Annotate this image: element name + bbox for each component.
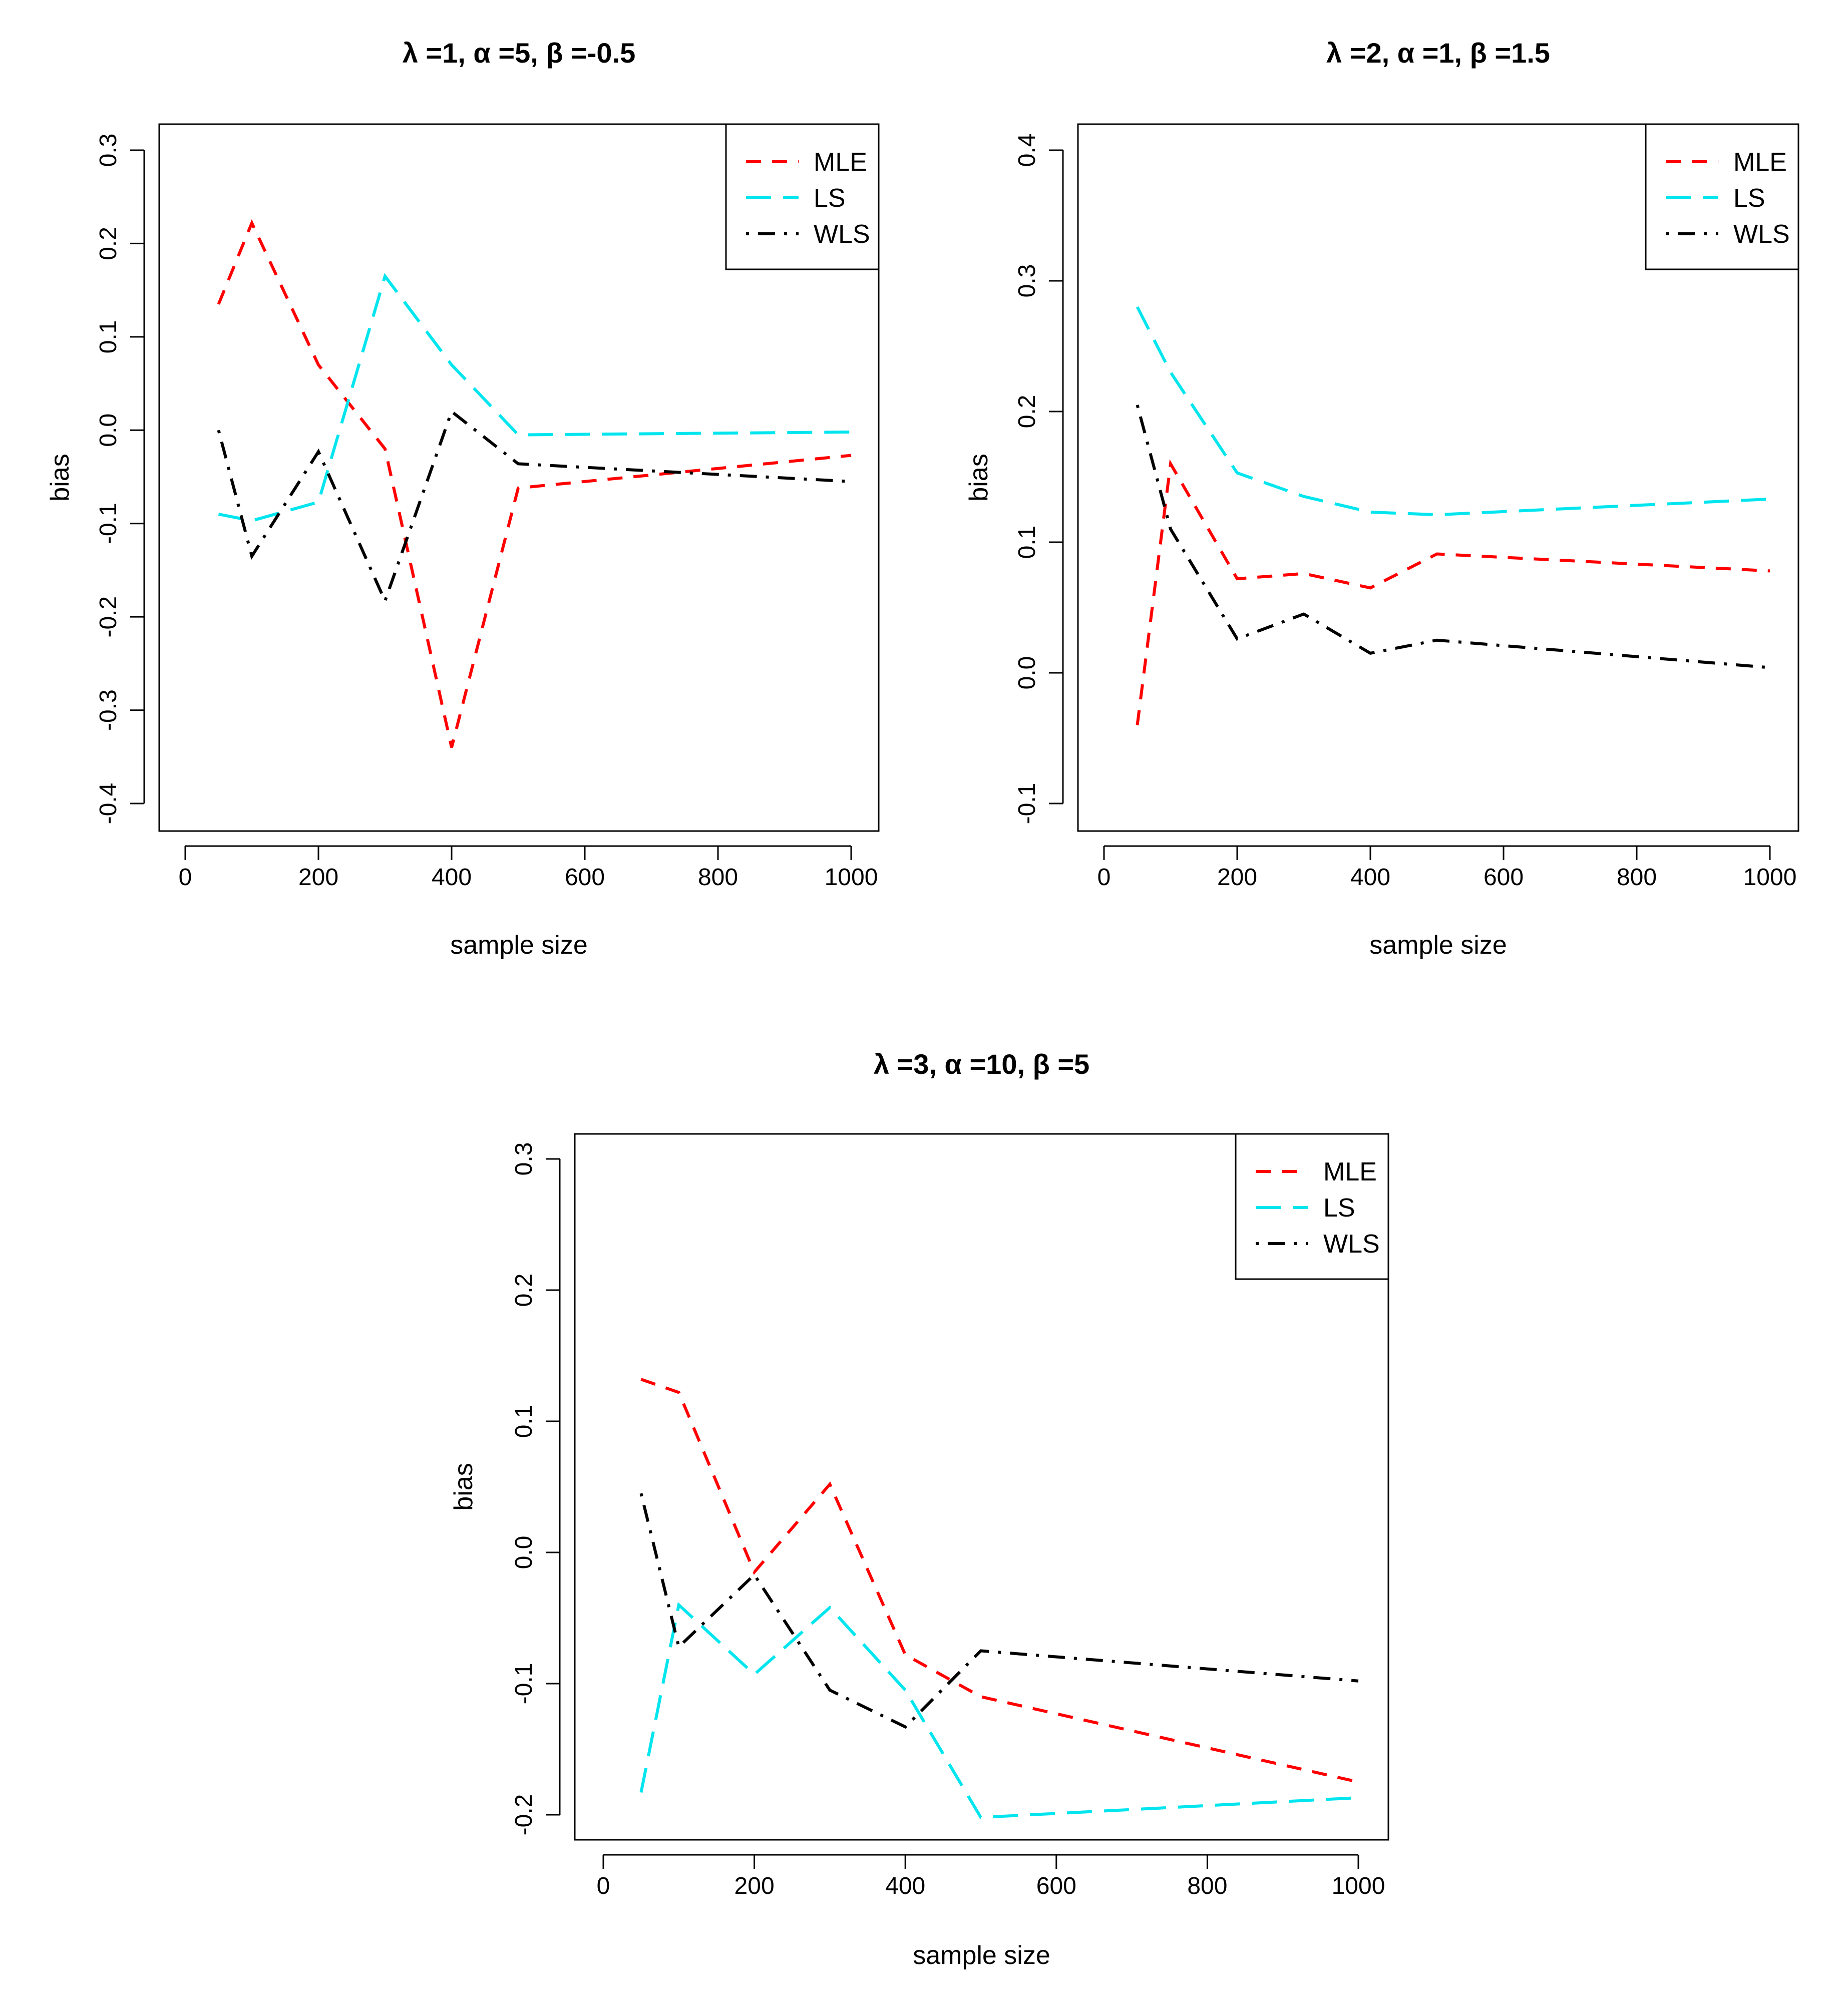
x-tick-label: 200 (298, 864, 338, 891)
y-tick-label: -0.2 (511, 1794, 537, 1836)
x-tick-label: 400 (885, 1873, 925, 1899)
y-axis: -0.4 -0.3 -0.2 -0.1 0.0 0.1 0.2 0.3 (95, 134, 145, 825)
x-tick-label: 200 (1217, 864, 1257, 891)
legend: MLE LS WLS (725, 123, 880, 270)
x-axis: 0 200 400 600 800 1000 (1097, 845, 1797, 891)
x-tick-label: 800 (1187, 1873, 1227, 1899)
x-tick-label: 600 (1484, 864, 1524, 891)
legend: MLE LS WLS (1235, 1133, 1389, 1280)
x-tick-label: 400 (1350, 864, 1390, 891)
x-axis: 0 200 400 600 800 1000 (179, 845, 878, 891)
y-tick-label: -0.1 (95, 503, 122, 544)
plot-frame (158, 123, 880, 832)
legend-label-mle: MLE (814, 148, 867, 177)
x-tick-label: 200 (734, 1873, 775, 1899)
y-tick-label: -0.4 (95, 783, 122, 825)
y-tick-label: -0.1 (1014, 783, 1040, 825)
y-tick-label: 0.0 (95, 414, 122, 447)
y-tick-label: 0.0 (1014, 656, 1040, 690)
y-tick-label: 0.2 (95, 227, 122, 260)
series-line-ls (639, 1602, 1359, 1819)
x-tick-label: 1000 (825, 864, 878, 891)
x-tick-label: 0 (597, 1873, 610, 1899)
series-line-ls (1136, 306, 1770, 517)
x-axis: 0 200 400 600 800 1000 (597, 1854, 1385, 1899)
chart-panel-2: λ =2, α =1, β =1.5 0 200 400 600 800 1000 sampl… (964, 37, 1799, 960)
y-tick-label: 0.4 (1014, 134, 1040, 167)
y-axis: -0.2 -0.1 0.0 0.1 0.2 0.3 (511, 1142, 561, 1836)
y-axis-label: bias (46, 454, 75, 501)
y-tick-label: 0.2 (1014, 395, 1040, 429)
y-axis-label: bias (449, 1463, 478, 1510)
panels: λ =1, α =5, β =-0.5 0 200 400 600 800 1000 samp… (46, 37, 1799, 1970)
x-axis-label: sample size (913, 1941, 1050, 1970)
y-tick-label: -0.2 (95, 596, 122, 638)
y-axis: -0.1 0.0 0.1 0.2 0.3 0.4 (1014, 134, 1064, 825)
y-tick-label: 0.1 (1014, 526, 1040, 559)
y-tick-label: 0.1 (95, 320, 122, 353)
legend-label-wls: WLS (1323, 1230, 1380, 1259)
series-group (217, 219, 852, 748)
series-group (1136, 306, 1770, 725)
series-group (639, 1378, 1359, 1819)
y-tick-label: -0.1 (511, 1663, 537, 1705)
series-line-wls (1136, 405, 1770, 669)
y-tick-label: 0.3 (1014, 264, 1040, 298)
x-tick-label: 800 (698, 864, 738, 891)
series-line-mle (1136, 459, 1770, 725)
x-tick-label: 600 (1036, 1873, 1076, 1899)
x-tick-label: 1000 (1743, 864, 1797, 891)
legend-label-ls: LS (1733, 184, 1765, 213)
x-axis-label: sample size (1369, 931, 1507, 960)
y-tick-label: 0.0 (511, 1536, 537, 1569)
plot-frame (1077, 123, 1799, 832)
x-tick-label: 800 (1617, 864, 1657, 891)
y-tick-label: 0.3 (95, 134, 122, 167)
y-tick-label: 0.2 (511, 1274, 537, 1307)
chart-panel-3: λ =3, α =10, β =5 0 200 400 600 800 1000 sample… (449, 1048, 1389, 1970)
x-tick-label: 0 (1097, 864, 1111, 891)
x-tick-label: 400 (432, 864, 472, 891)
y-tick-label: -0.3 (95, 689, 122, 731)
series-line-mle (640, 1378, 1359, 1784)
y-tick-label: 0.3 (511, 1142, 537, 1176)
series-line-wls (639, 1493, 1359, 1729)
legend-label-wls: WLS (814, 220, 870, 249)
legend: MLE LS WLS (1645, 123, 1799, 270)
y-tick-label: 0.1 (511, 1405, 537, 1438)
y-axis-label: bias (964, 454, 993, 501)
x-axis-label: sample size (450, 931, 588, 960)
plot-frame (574, 1133, 1389, 1841)
x-tick-label: 1000 (1332, 1873, 1385, 1899)
series-line-ls (218, 273, 852, 523)
x-tick-label: 600 (565, 864, 605, 891)
series-line-mle (217, 219, 852, 748)
legend-label-wls: WLS (1733, 220, 1790, 249)
legend-label-ls: LS (1323, 1193, 1355, 1223)
legend-label-mle: MLE (1733, 148, 1787, 177)
chart-title: λ =2, α =1, β =1.5 (1326, 37, 1550, 69)
legend-label-mle: MLE (1323, 1157, 1377, 1186)
x-tick-label: 0 (179, 864, 192, 891)
chart-title: λ =3, α =10, β =5 (874, 1048, 1089, 1080)
series-line-wls (217, 409, 852, 605)
chart-title: λ =1, α =5, β =-0.5 (403, 37, 636, 69)
legend-label-ls: LS (814, 184, 846, 213)
chart-panel-1: λ =1, α =5, β =-0.5 0 200 400 600 800 1000 samp… (46, 37, 880, 960)
